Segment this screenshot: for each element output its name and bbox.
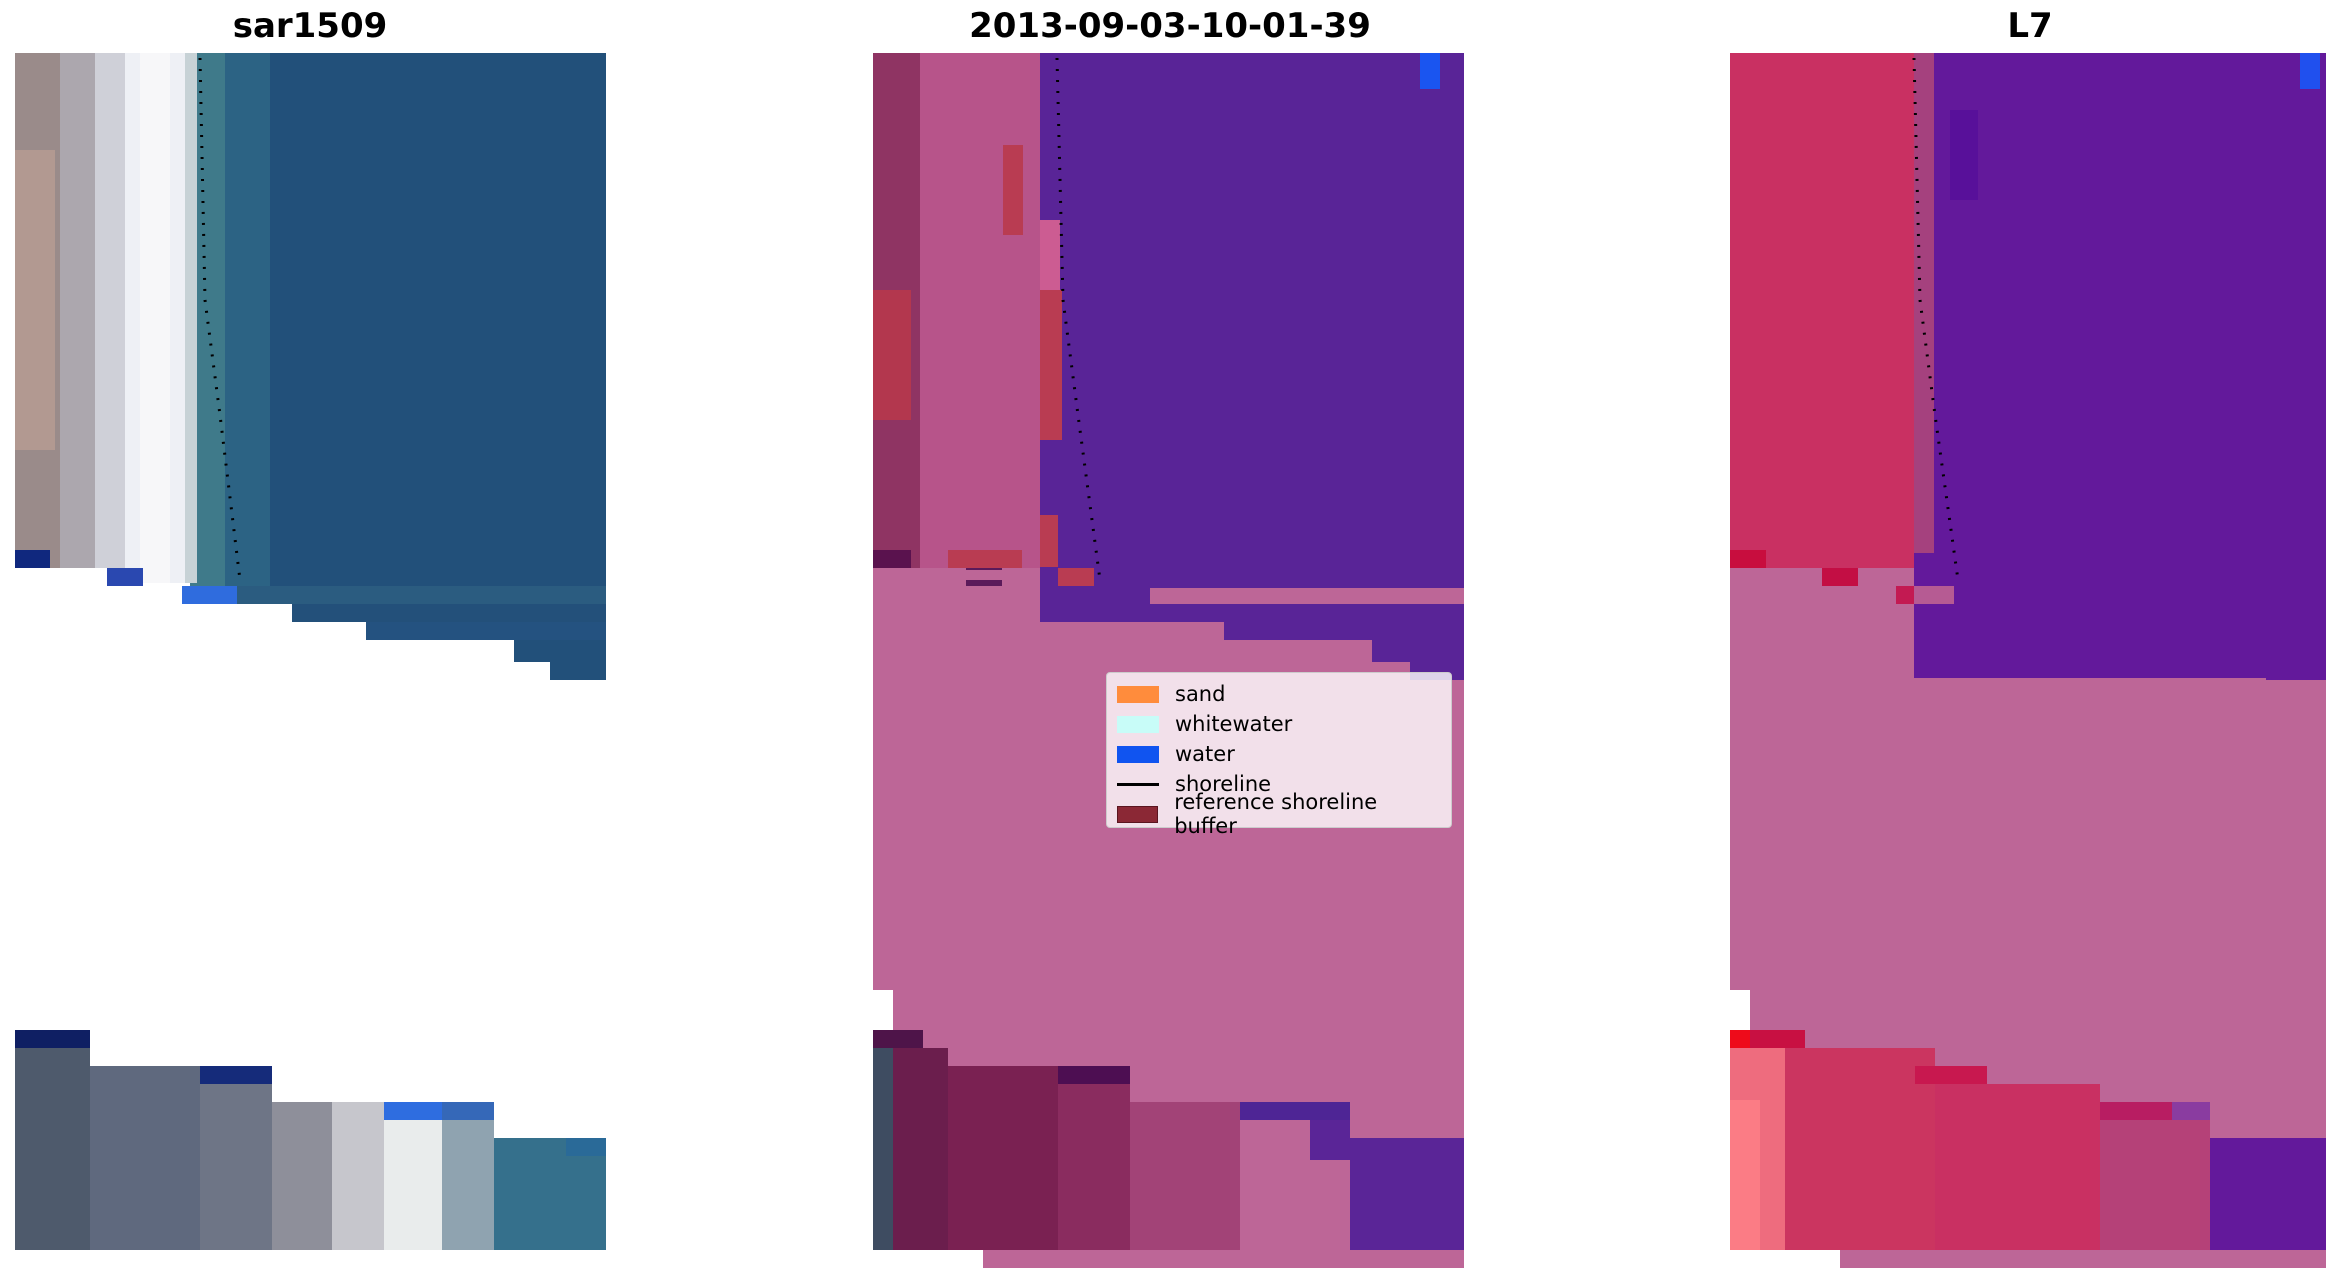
legend-label-water: water [1175,742,1235,766]
l7-water-area [1914,53,2326,678]
sat-shoreline-line [198,57,242,581]
legend-swatch-buffer [1117,805,1159,823]
l7-land-area [1730,53,1914,568]
legend-label-buffer: reference shoreline buffer [1174,790,1378,838]
legend-row-water: water [1117,739,1441,769]
legend-row-buffer: reference shoreline buffer [1117,790,1441,838]
panel-title-date: 2013-09-03-10-01-39 [969,6,1371,46]
satellite-image-panel [15,53,606,1250]
legend-swatch-shoreline [1117,782,1159,786]
legend-label-sand: sand [1175,682,1226,706]
legend-row-whitewater: whitewater [1117,709,1441,739]
l7-shoreline-line [1912,57,1960,581]
panel-title-l7: L7 [2007,6,2053,46]
legend-row-shoreline: shoreline [1117,769,1441,799]
panel-title-sar1509: sar1509 [232,6,388,46]
legend-swatch-whitewater [1117,715,1159,733]
legend-label-whitewater: whitewater [1175,712,1293,736]
class-shoreline-line [1055,57,1102,581]
legend-swatch-water [1117,745,1159,763]
classification-panel [873,53,1464,1268]
class-water-area [1040,53,1464,588]
legend-row-sand: sand [1117,679,1441,709]
legend-label-shoreline: shoreline [1175,772,1272,796]
legend: sand whitewater water shoreline referenc… [1106,672,1452,838]
legend-swatch-sand [1117,685,1159,703]
l7-panel [1730,53,2326,1268]
